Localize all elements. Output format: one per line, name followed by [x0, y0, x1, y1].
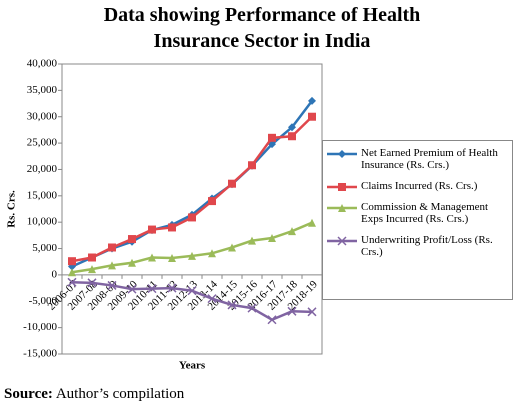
point: [288, 227, 296, 236]
point: [207, 294, 217, 304]
series-line: [71, 100, 313, 268]
y-tick-label: 15,000: [27, 189, 58, 201]
y-tick-label: 0: [52, 268, 58, 280]
chart-title: Data showing Performance of Health Insura…: [104, 4, 421, 52]
legend-icon: [327, 204, 357, 212]
legend-entry: Commission & Management Exps Incurred (R…: [327, 201, 508, 225]
legend-icon: [327, 150, 357, 158]
legend-label: Net Earned Premium of Health Insurance (…: [361, 147, 498, 171]
point: [228, 179, 236, 188]
point: [168, 254, 176, 263]
point: [307, 307, 317, 317]
point: [68, 257, 76, 266]
chart: Data showing Performance of Health Insura…: [6, 4, 421, 372]
point: [227, 300, 237, 310]
y-tick-label: 30,000: [27, 110, 58, 122]
y-tick-label: 35,000: [27, 84, 58, 96]
source: Source: Author’s compilation: [4, 386, 184, 403]
point: [88, 265, 96, 274]
point: [187, 286, 197, 296]
x-axis-title: Years: [179, 360, 206, 372]
y-axis-title: Rs. Crs.: [6, 190, 18, 228]
point: [267, 315, 277, 325]
point: [128, 258, 136, 267]
point: [88, 253, 96, 262]
point: [208, 249, 216, 258]
legend-label: Claims Incurred (Rs. Crs.): [361, 180, 478, 192]
point: [208, 197, 216, 206]
legend-entry: Underwriting Profit/Loss (Rs. Crs.): [327, 234, 508, 258]
legend-label: Commission & Management Exps Incurred (R…: [361, 201, 489, 225]
point: [108, 243, 116, 252]
legend-icon: [327, 183, 357, 191]
point: [188, 213, 196, 222]
point: [148, 253, 156, 262]
legend-marker: [337, 236, 347, 246]
point: [247, 303, 257, 313]
source-text: Author’s compilation: [55, 386, 185, 402]
legend-marker: [338, 183, 346, 191]
legend-marker: [338, 204, 346, 212]
source-label: Source:: [4, 386, 53, 402]
y-tick-label: 10,000: [27, 216, 58, 228]
legend-entry: Net Earned Premium of Health Insurance (…: [327, 147, 508, 171]
point: [167, 283, 177, 293]
point: [147, 284, 157, 294]
point: [228, 243, 236, 252]
point: [268, 234, 276, 242]
legend-entry: Claims Incurred (Rs. Crs.): [327, 180, 508, 192]
point: [67, 277, 77, 287]
point: [268, 133, 276, 142]
y-tick-label: -5,000: [29, 295, 58, 307]
y-tick-label: -10,000: [23, 321, 57, 333]
point: [87, 278, 97, 288]
point: [148, 225, 156, 234]
point: [68, 268, 76, 277]
point: [128, 235, 136, 244]
y-tick-label: 25,000: [27, 137, 58, 149]
point: [308, 96, 316, 105]
y-tick-label: 20,000: [27, 163, 58, 175]
legend-icon: [327, 236, 357, 246]
point: [248, 161, 256, 170]
point: [188, 251, 196, 260]
point: [107, 280, 117, 290]
y-tick-label: -15,000: [23, 348, 57, 360]
point: [287, 306, 297, 316]
point: [168, 223, 176, 232]
legend: Net Earned Premium of Health Insurance (…: [322, 140, 513, 300]
point: [288, 132, 296, 141]
legend-label: Underwriting Profit/Loss (Rs. Crs.): [361, 234, 493, 258]
legend-marker: [338, 150, 346, 158]
y-tick-label: 40,000: [27, 58, 58, 70]
point: [108, 261, 116, 270]
y-tick-label: 5,000: [32, 242, 57, 254]
point: [288, 123, 296, 132]
point: [127, 284, 137, 294]
point: [308, 112, 316, 121]
point: [248, 236, 256, 245]
point: [308, 218, 316, 227]
